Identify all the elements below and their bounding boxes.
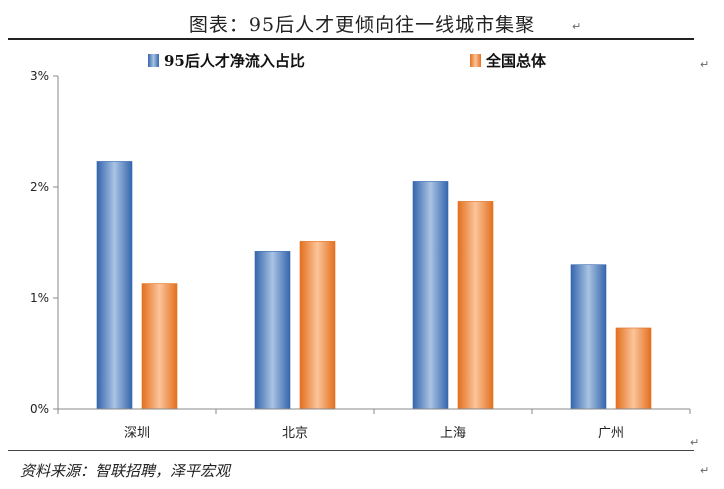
axes: [57, 76, 691, 414]
legend-label-series-2: 全国总体: [485, 52, 547, 70]
chart-title: 图表：95后人才更倾向往一线城市集聚: [188, 14, 536, 36]
category-labels: 深圳 北京 上海 广州: [124, 426, 624, 441]
paragraph-mark: ↵: [700, 464, 710, 477]
legend-swatch-series-1: [148, 54, 159, 67]
legend-swatch-series-2: [470, 54, 481, 67]
bar-series-1-2: [412, 181, 449, 410]
bars: [96, 161, 652, 410]
y-tick-label: 1%: [30, 291, 49, 305]
y-tick-label: 2%: [30, 180, 49, 194]
paragraph-mark: ↵: [572, 20, 582, 33]
y-tick-label: 3%: [30, 69, 49, 83]
bar-series-1-3: [570, 264, 607, 410]
x-category-label: 深圳: [124, 426, 150, 441]
legend: 95后人才净流入占比 全国总体: [148, 52, 547, 70]
bar-series-2-3: [615, 327, 652, 410]
bottom-rule: [8, 450, 694, 451]
bar-series-2-2: [457, 201, 494, 410]
bar-series-1-1: [254, 251, 291, 410]
bar-series-2-1: [299, 241, 336, 410]
bar-series-2-0: [141, 283, 178, 410]
y-axis-ticks: 0% 1% 2% 3%: [30, 69, 58, 416]
legend-label-series-1: 95后人才净流入占比: [164, 52, 305, 70]
source-note: 资料来源：智联招聘，泽平宏观: [20, 462, 231, 480]
y-tick-label: 0%: [30, 402, 49, 416]
top-rule: [8, 38, 694, 40]
paragraph-mark: ↵: [690, 436, 700, 449]
bar-series-1-0: [96, 161, 133, 410]
paragraph-mark: ↵: [700, 58, 710, 71]
x-category-label: 北京: [282, 426, 308, 441]
x-category-label: 广州: [598, 426, 624, 441]
x-category-label: 上海: [440, 426, 466, 441]
